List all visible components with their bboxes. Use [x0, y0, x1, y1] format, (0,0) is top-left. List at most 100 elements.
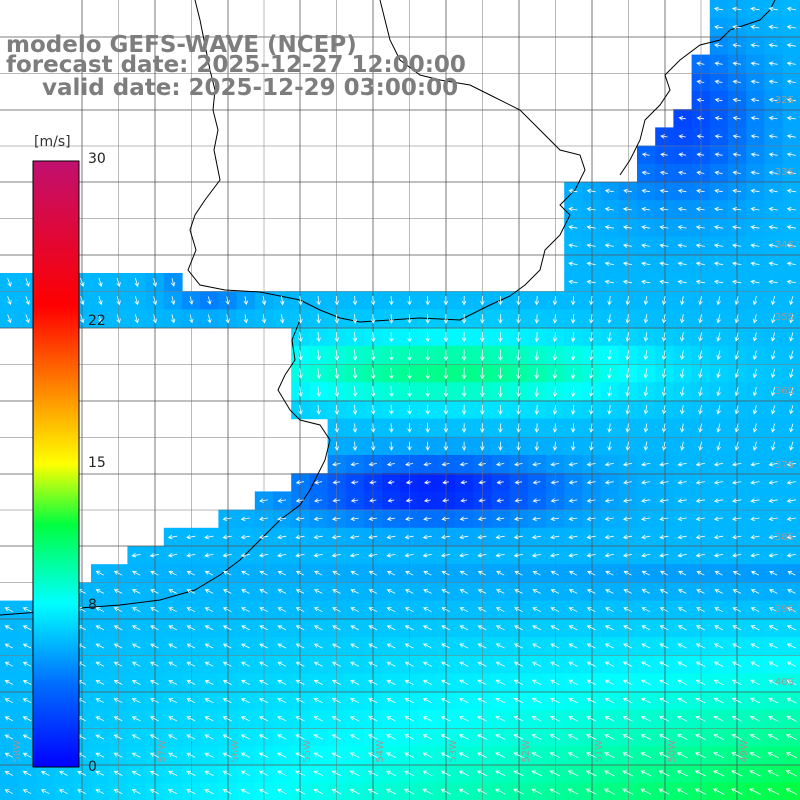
wind-cell	[400, 782, 420, 800]
wind-arrow	[350, 461, 359, 467]
wind-arrow	[732, 261, 742, 267]
wind-arrow	[768, 643, 778, 649]
wind-arrow	[622, 734, 633, 740]
wind-arrow	[771, 314, 776, 324]
wind-arrow	[295, 661, 305, 667]
wind-arrow	[604, 206, 614, 212]
wind-arrow	[749, 770, 761, 777]
wind-arrow	[677, 480, 687, 485]
wind-arrow	[423, 498, 431, 503]
wind-arrow	[22, 716, 32, 722]
wind-arrow	[714, 589, 723, 594]
wind-arrow	[350, 570, 359, 576]
wind-arrow	[295, 679, 305, 685]
wind-arrow	[441, 607, 450, 613]
wind-arrow	[22, 625, 32, 631]
wind-arrow	[550, 570, 559, 576]
wind-arrow	[787, 570, 796, 576]
wind-arrow	[476, 752, 488, 759]
wind-arrow	[768, 206, 778, 212]
wind-arrow	[607, 404, 612, 415]
wind-arrow	[552, 314, 558, 324]
wind-arrow	[370, 404, 376, 415]
wind-arrow	[589, 295, 594, 306]
wind-arrow	[204, 716, 214, 722]
wind-arrow	[714, 170, 723, 176]
wind-arrow	[407, 386, 412, 398]
wind-arrow	[186, 625, 196, 631]
wind-arrow	[568, 625, 578, 631]
wind-arrow	[149, 734, 159, 740]
wind-arrow	[622, 261, 633, 267]
wind-arrow	[550, 552, 560, 558]
wind-arrow	[568, 643, 578, 649]
wind-cell	[782, 746, 800, 765]
wind-arrow	[404, 607, 414, 613]
wind-arrow	[295, 570, 305, 576]
wind-arrow	[259, 607, 268, 613]
wind-arrow	[698, 296, 703, 306]
wind-arrow	[640, 679, 651, 686]
wind-arrow	[352, 441, 358, 451]
wind-arrow	[589, 386, 594, 397]
wind-arrow	[659, 480, 669, 485]
wind-arrow	[261, 314, 267, 324]
wind-arrow	[732, 206, 742, 212]
wind-arrow	[768, 43, 778, 48]
wind-arrow	[498, 331, 503, 343]
wind-arrow	[113, 661, 123, 667]
wind-arrow	[732, 243, 742, 248]
wind-arrow	[386, 716, 396, 722]
wind-cell	[618, 782, 638, 800]
wind-arrow	[240, 752, 251, 758]
wind-arrow	[405, 570, 414, 576]
wind-arrow	[604, 752, 615, 759]
wind-arrow	[534, 386, 540, 398]
wind-arrow	[404, 698, 414, 704]
wind-arrow	[641, 225, 651, 230]
wind-arrow	[461, 386, 467, 398]
wind-arrow	[660, 152, 668, 157]
wind-arrow	[731, 752, 743, 759]
wind-arrow	[204, 679, 214, 685]
wind-arrow	[768, 697, 779, 704]
wind-arrow	[386, 552, 396, 558]
wind-arrow	[695, 480, 705, 485]
wind-arrow	[150, 589, 159, 594]
wind-arrow	[314, 480, 323, 485]
wind-arrow	[204, 607, 214, 613]
wind-arrow	[352, 404, 358, 415]
latitude-label: 32S	[774, 95, 794, 106]
wind-arrow	[389, 404, 394, 415]
wind-arrow	[516, 367, 521, 380]
wind-arrow	[259, 643, 269, 649]
wind-arrow	[716, 405, 721, 415]
wind-arrow	[204, 552, 214, 558]
wind-arrow	[495, 589, 505, 594]
wind-arrow	[659, 643, 669, 649]
wind-arrow	[713, 661, 724, 667]
wind-arrow	[531, 770, 542, 777]
wind-arrow	[425, 441, 430, 451]
wind-arrow	[167, 552, 178, 558]
wind-arrow	[641, 461, 651, 467]
wind-arrow	[680, 368, 685, 379]
wind-arrow	[767, 770, 779, 777]
wind-arrow	[295, 643, 305, 649]
wind-arrow	[22, 771, 32, 776]
wind-arrow	[696, 570, 705, 576]
wind-arrow	[676, 752, 688, 759]
wind-arrow	[570, 367, 576, 380]
wind-arrow	[513, 625, 523, 631]
wind-arrow	[422, 698, 433, 704]
wind-arrow	[295, 480, 305, 485]
wind-arrow	[789, 441, 794, 451]
wind-arrow	[131, 552, 141, 558]
wind-arrow	[22, 661, 32, 667]
wind-arrow	[786, 516, 796, 522]
wind-arrow	[222, 770, 232, 777]
wind-arrow	[750, 607, 760, 613]
wind-arrow	[225, 314, 230, 324]
wind-arrow	[531, 552, 542, 558]
wind-arrow	[641, 152, 650, 157]
